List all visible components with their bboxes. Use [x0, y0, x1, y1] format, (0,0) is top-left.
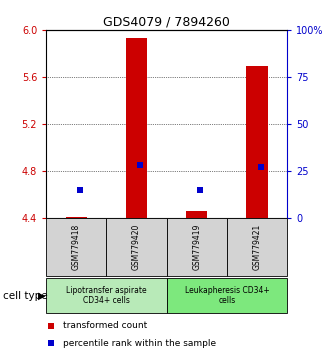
Bar: [227, 218, 287, 276]
Bar: [247, 67, 268, 218]
Text: cell type: cell type: [3, 291, 48, 301]
Bar: [46, 218, 106, 276]
Text: transformed count: transformed count: [63, 321, 147, 331]
Bar: [126, 38, 147, 218]
Text: Lipotransfer aspirate
CD34+ cells: Lipotransfer aspirate CD34+ cells: [66, 286, 147, 305]
Text: ▶: ▶: [38, 291, 46, 301]
Bar: [46, 278, 167, 313]
Bar: [186, 211, 207, 218]
Text: GSM779421: GSM779421: [252, 224, 261, 270]
Text: GSM779418: GSM779418: [72, 224, 81, 270]
Text: GSM779420: GSM779420: [132, 224, 141, 270]
Bar: [167, 218, 227, 276]
Text: Leukapheresis CD34+
cells: Leukapheresis CD34+ cells: [184, 286, 269, 305]
Text: percentile rank within the sample: percentile rank within the sample: [63, 338, 216, 348]
Title: GDS4079 / 7894260: GDS4079 / 7894260: [103, 16, 230, 29]
Text: GSM779419: GSM779419: [192, 224, 201, 270]
Bar: [106, 218, 167, 276]
Bar: [167, 278, 287, 313]
Bar: [66, 217, 87, 218]
